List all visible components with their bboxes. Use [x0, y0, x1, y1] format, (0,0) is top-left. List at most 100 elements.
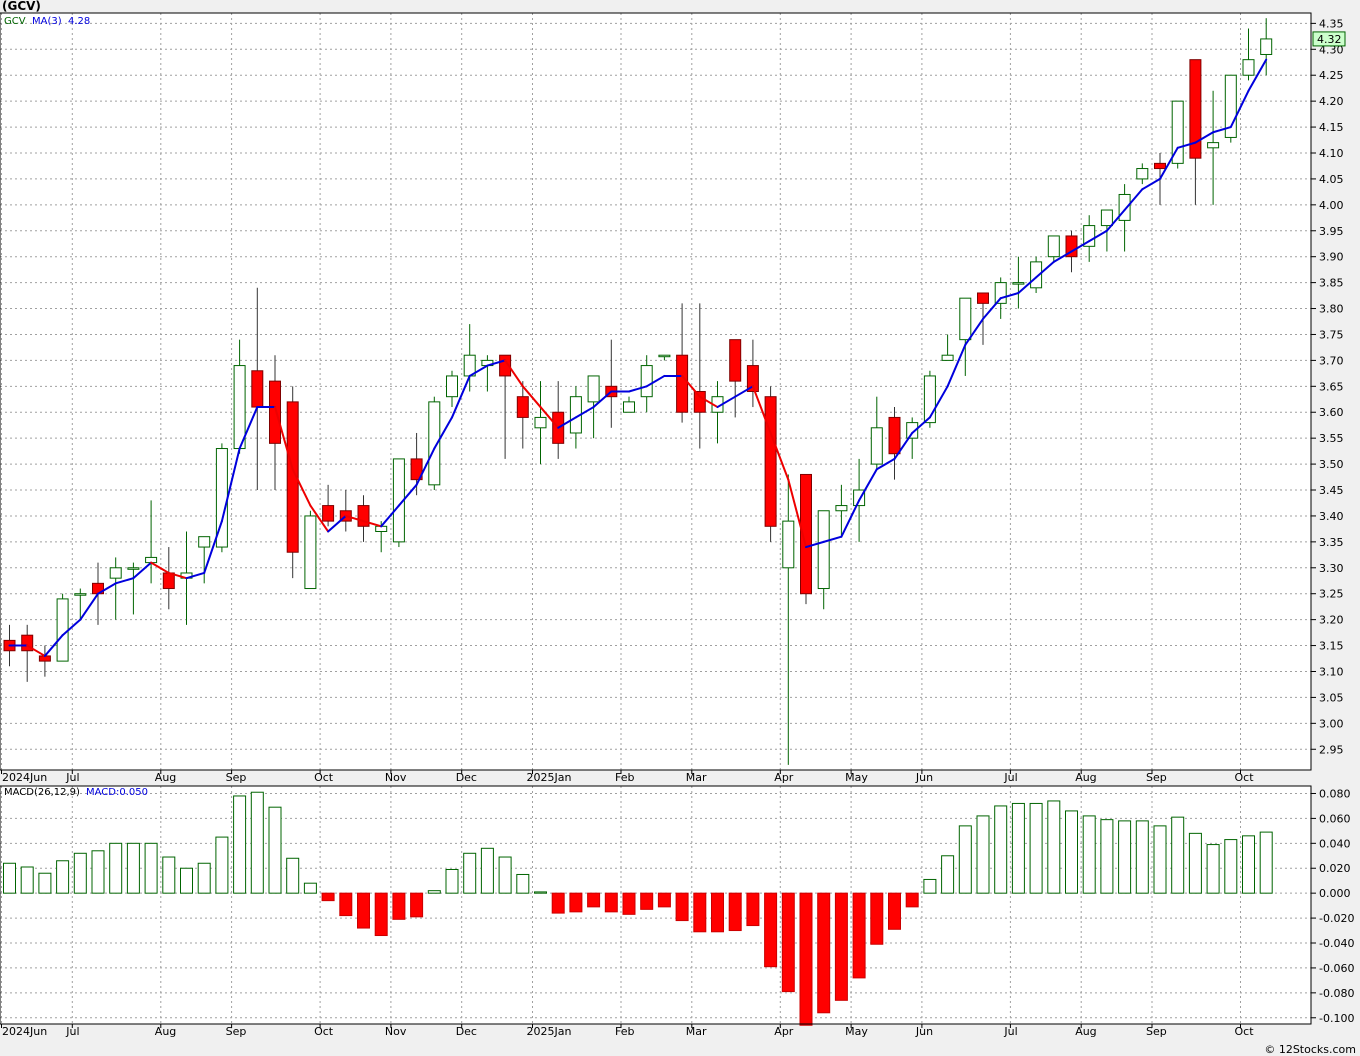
- macd-bar-negative: [339, 892, 353, 917]
- x-tick-label: Feb: [615, 1025, 634, 1038]
- ma-segment: [734, 385, 754, 398]
- candle: [1136, 163, 1149, 185]
- price-tick-label: 3.20: [1319, 614, 1344, 627]
- macd-bar-negative: [888, 892, 901, 930]
- candle: [534, 381, 547, 465]
- candle-body-down: [977, 292, 989, 304]
- candle-body-up: [127, 567, 140, 570]
- candle-body-down: [764, 396, 777, 527]
- macd-bar-negative: [551, 892, 565, 914]
- x-tick-label: Jun: [915, 1025, 933, 1038]
- ma-segment: [1159, 146, 1179, 180]
- candle-body-down: [746, 365, 759, 393]
- candle: [888, 407, 901, 480]
- macd-bars: [3, 791, 1273, 1026]
- price-tick-label: 4.05: [1319, 173, 1344, 186]
- ma-segment: [928, 385, 949, 419]
- ma-segment: [1194, 131, 1215, 144]
- macd-bar-positive: [3, 862, 16, 894]
- x-tick-label: Oct: [314, 771, 334, 784]
- candle-body-up: [587, 375, 600, 403]
- price-tick-label: 3.70: [1319, 354, 1344, 367]
- candle: [1224, 74, 1237, 143]
- candle: [516, 381, 529, 449]
- x-tick-label: Aug: [155, 771, 176, 784]
- macd-bar-negative: [852, 892, 866, 979]
- candles: [3, 18, 1273, 765]
- x-tick-label: 2025Jan: [527, 771, 572, 784]
- candle-body-up: [959, 297, 972, 341]
- candle: [392, 458, 405, 548]
- macd-bar-positive: [1135, 820, 1149, 894]
- candle-body-up: [428, 401, 441, 486]
- candle: [56, 593, 69, 662]
- price-tick-label: 3.85: [1319, 277, 1344, 290]
- ma-segment: [238, 406, 259, 450]
- macd-bar-positive: [534, 891, 547, 894]
- x-tick-label: Jul: [65, 771, 79, 784]
- candle: [21, 624, 34, 682]
- price-y-axis: 4.35 4.30 4.25 4.20 4.15 4.10 4.05 4.00 3.95 3.90…: [1311, 17, 1344, 756]
- macd-bar-negative: [799, 892, 813, 1026]
- legend-symbol: GCV: [4, 16, 26, 27]
- candle: [800, 473, 812, 605]
- macd-tick-label: -0.100: [1319, 1012, 1354, 1025]
- candle: [1189, 59, 1202, 205]
- ma-segment: [698, 395, 719, 409]
- ma-segment: [1141, 177, 1161, 191]
- macd-tick-label: 0.000: [1319, 887, 1351, 900]
- price-tick-label: 4.30: [1319, 43, 1344, 56]
- ma-segment: [274, 406, 294, 471]
- macd-bar-positive: [480, 847, 494, 894]
- price-tick-label: 3.05: [1319, 691, 1344, 704]
- candle: [322, 484, 335, 527]
- candle: [1171, 100, 1184, 169]
- macd-bar-positive: [1259, 831, 1273, 894]
- ma-segment: [327, 514, 347, 533]
- candle-body-up: [1030, 261, 1043, 289]
- macd-bar-negative: [587, 892, 601, 908]
- macd-bar-positive: [91, 850, 105, 894]
- x-tick-label: Aug: [1075, 1025, 1096, 1038]
- macd-bar-negative: [834, 892, 848, 1001]
- ma-segment: [1247, 58, 1268, 92]
- candle-body-down: [162, 572, 175, 590]
- candle-body-up: [923, 375, 936, 424]
- ma-segment: [97, 582, 117, 595]
- candle: [74, 588, 87, 620]
- price-tick-label: 3.35: [1319, 536, 1344, 549]
- candle-body-up: [446, 375, 458, 398]
- last-price-text: 4.32: [1317, 33, 1342, 46]
- macd-bar-positive: [268, 806, 282, 894]
- ma-segment: [1035, 260, 1055, 279]
- candle: [959, 297, 972, 376]
- price-panel-frame: [0, 12, 1312, 771]
- price-tick-label: 3.15: [1319, 640, 1344, 653]
- candle-body-up: [534, 416, 547, 429]
- macd-panel-bg: [0, 786, 1311, 1024]
- candle-body-up: [870, 427, 883, 465]
- macd-bar-positive: [180, 867, 193, 894]
- macd-bar-positive: [445, 868, 459, 894]
- candle: [215, 443, 228, 553]
- macd-bar-positive: [463, 852, 477, 894]
- candle-body-up: [109, 567, 122, 579]
- x-tick-label: Mar: [686, 1025, 707, 1038]
- macd-bar-positive: [498, 856, 512, 894]
- candle: [835, 484, 848, 537]
- macd-bar-positive: [126, 842, 140, 894]
- price-tick-label: 3.45: [1319, 484, 1344, 497]
- candle-body-down: [516, 396, 529, 418]
- macd-bar-positive: [994, 805, 1008, 894]
- price-tick-label: 3.90: [1319, 251, 1344, 264]
- candle-body-up: [658, 354, 671, 358]
- candle-body-up: [853, 489, 866, 507]
- candle-body-down: [286, 401, 299, 553]
- macd-y-axis: 0.080 0.060 0.040 0.020 0.000 -0.020 -0.040 -0.…: [1311, 787, 1354, 1025]
- candle: [446, 370, 458, 408]
- x-tick-label: Sep: [226, 1025, 247, 1038]
- price-tick-label: 4.20: [1319, 95, 1344, 108]
- x-tick-label: Mar: [686, 771, 707, 784]
- candle-body-up: [835, 505, 848, 512]
- macd-bar-positive: [197, 862, 211, 894]
